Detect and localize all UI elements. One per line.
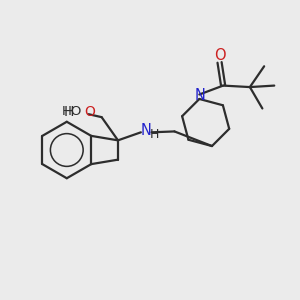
Text: H: H [150,128,159,141]
Text: N: N [141,123,152,138]
Text: N: N [194,88,206,104]
Text: H: H [64,105,74,119]
Text: O: O [85,105,96,119]
Text: O: O [214,48,225,63]
Text: HO: HO [61,105,82,118]
